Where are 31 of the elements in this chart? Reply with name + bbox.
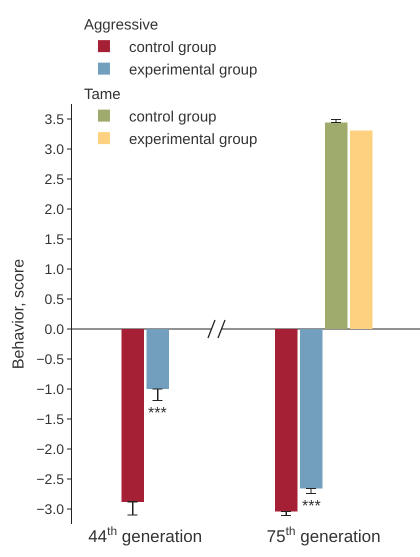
y-axis-title: Behavior, score: [10, 258, 28, 370]
y-tick-label: −1.0: [36, 380, 64, 397]
y-tick-label: −2.0: [36, 440, 64, 457]
y-tick-label: −1.5: [36, 410, 64, 427]
text: Tame: [84, 86, 121, 103]
y-tick-label: −3.0: [36, 500, 64, 517]
y-tick-label: 2.5: [44, 170, 64, 187]
y-tick-label: −2.5: [36, 470, 64, 487]
bar: [146, 329, 169, 389]
y-tick-label: 0.5: [44, 290, 64, 307]
bar: [122, 329, 144, 502]
y-tick-label: 1.0: [44, 260, 64, 277]
bar: [300, 329, 322, 489]
y-tick-label: 3.0: [44, 140, 64, 157]
y-tick-label: −0.5: [36, 350, 64, 367]
legend-label: control group: [128, 39, 217, 56]
legend-label: experimental group: [128, 62, 258, 78]
x-tick-label: 75$^{th}$ generation: [266, 524, 381, 546]
annotation: ***: [302, 498, 321, 515]
x-tick-label: 44$^{th}$ generation: [88, 524, 202, 546]
y-tick-label: 3.5: [44, 110, 64, 127]
y-tick-label: 1.5: [44, 230, 64, 247]
legend-title: Aggressive: [84, 16, 158, 34]
y-tick-label: 0.0: [44, 320, 64, 337]
y-tick-label: 2.0: [44, 200, 64, 217]
legend-label: experimental group: [128, 131, 258, 148]
bar: [275, 329, 298, 512]
bar: [324, 122, 348, 329]
bar: [350, 130, 372, 329]
legend-label: control group: [128, 108, 217, 126]
annotation: ***: [148, 405, 167, 422]
